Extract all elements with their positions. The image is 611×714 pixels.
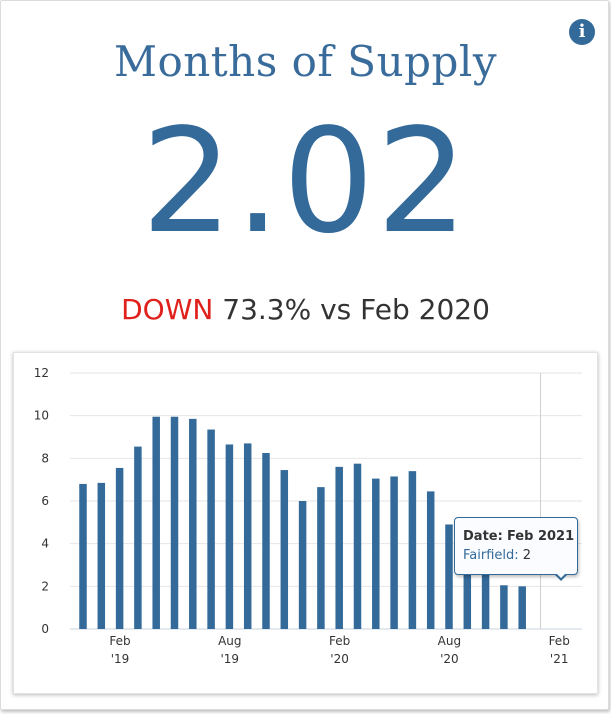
x-tick-label: '20 — [440, 652, 459, 666]
y-tick-label: 4 — [41, 537, 49, 551]
tooltip-date-label: Date: — [463, 529, 503, 544]
bar[interactable] — [463, 552, 472, 629]
bar[interactable] — [481, 567, 490, 629]
x-tick-label: Feb — [549, 634, 570, 648]
bar[interactable] — [152, 416, 160, 629]
info-icon[interactable]: i — [569, 19, 595, 45]
tooltip-pointer-fill — [556, 573, 566, 578]
card-title: Months of Supply — [113, 37, 498, 86]
bar[interactable] — [372, 478, 380, 629]
bar[interactable] — [408, 471, 417, 629]
bar[interactable] — [280, 470, 289, 629]
x-tick-label: Aug — [218, 634, 241, 648]
bar[interactable] — [445, 524, 453, 629]
bar[interactable] — [518, 586, 526, 629]
x-tick-label: '20 — [330, 652, 349, 666]
bar[interactable] — [298, 501, 307, 629]
x-tick-label: Aug — [438, 634, 461, 648]
metric-value: 2.02 — [141, 97, 470, 265]
x-tick-label: Feb — [109, 634, 130, 648]
x-tick-label: '19 — [221, 652, 240, 666]
change-text: 73.3% vs Feb 2020 — [222, 293, 490, 326]
bar[interactable] — [79, 483, 87, 629]
tooltip-series-value: 2 — [522, 548, 532, 563]
y-tick-label: 6 — [41, 494, 49, 508]
bar[interactable] — [189, 418, 197, 629]
bar[interactable] — [97, 482, 106, 629]
y-tick-label: 12 — [34, 366, 49, 380]
bar[interactable] — [134, 446, 142, 629]
bar[interactable] — [243, 443, 252, 629]
y-tick-label: 8 — [41, 451, 49, 465]
y-tick-label: 10 — [34, 409, 49, 423]
bar[interactable] — [170, 416, 179, 629]
tooltip-series-line: Fairfield: 2 — [463, 546, 577, 565]
bar[interactable] — [390, 476, 398, 629]
chart-container: 0 2 4 6 8 10 12 Feb '19 Aug '19 Feb '20 Aug '20 Feb '21 — [13, 352, 598, 694]
x-tick-label: Feb — [329, 634, 350, 648]
change-direction: DOWN — [121, 293, 214, 326]
bar[interactable] — [353, 463, 362, 629]
tooltip-date-line: Date: Feb 2021 — [463, 527, 577, 546]
bar[interactable] — [317, 487, 325, 629]
y-tick-label: 2 — [41, 579, 49, 593]
tooltip-series-label: Fairfield: — [463, 548, 519, 563]
chart-tooltip: Date: Feb 2021 Fairfield: 2 — [454, 517, 578, 575]
bar[interactable] — [335, 466, 343, 629]
bar[interactable] — [262, 453, 270, 629]
tooltip-date-value: Feb 2021 — [506, 529, 575, 544]
bar[interactable] — [115, 467, 124, 629]
y-tick-label: 0 — [41, 622, 49, 636]
change-summary: DOWN 73.3% vs Feb 2020 — [1, 293, 610, 326]
bar[interactable] — [426, 491, 435, 629]
bar[interactable] — [225, 444, 234, 629]
bar[interactable] — [207, 429, 215, 629]
x-tick-label: '19 — [111, 652, 130, 666]
bar[interactable] — [500, 585, 508, 629]
x-tick-label: '21 — [550, 652, 569, 666]
